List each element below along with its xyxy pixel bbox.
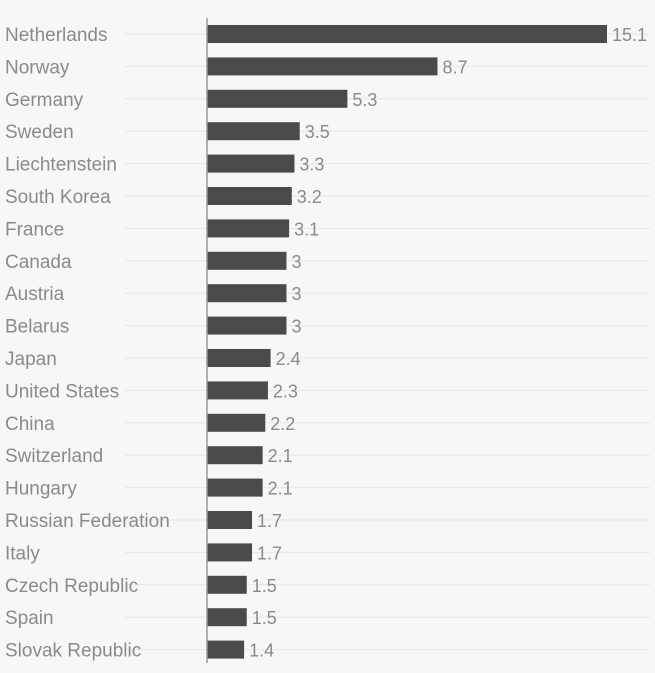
category-label: Italy — [5, 543, 40, 564]
bar — [207, 122, 300, 141]
category-labels: Netherlands Norway Germany Sweden Liechtenst… — [5, 25, 170, 662]
value-label: 3.2 — [297, 187, 322, 207]
bar — [207, 511, 253, 529]
value-label: 1.5 — [252, 576, 277, 596]
category-label: Spain — [5, 608, 54, 629]
value-label: 2.2 — [270, 414, 295, 434]
value-label: 1.7 — [257, 543, 282, 563]
category-label: South Korea — [5, 187, 111, 208]
bar — [207, 413, 266, 432]
bar — [207, 219, 290, 238]
value-label: 1.4 — [249, 641, 274, 661]
value-label: 2.1 — [268, 446, 293, 466]
value-label: 1.5 — [252, 608, 277, 628]
bar — [207, 608, 247, 627]
bar — [207, 349, 271, 367]
bar — [207, 89, 348, 108]
value-label: 3.5 — [305, 122, 330, 142]
category-label: China — [5, 414, 55, 435]
value-label: 3 — [291, 252, 301, 272]
bar — [207, 640, 245, 659]
bar — [207, 154, 295, 173]
value-label: 2.4 — [276, 349, 301, 369]
bar — [207, 284, 287, 303]
category-label: Austria — [5, 284, 65, 305]
bar — [207, 381, 268, 400]
bar — [207, 316, 287, 335]
category-label: Russian Federation — [5, 511, 170, 532]
value-label: 3.1 — [294, 219, 319, 239]
value-label: 2.1 — [268, 479, 293, 499]
category-label: United States — [5, 381, 119, 402]
bar — [207, 187, 292, 205]
category-label: Czech Republic — [5, 576, 138, 597]
category-label: Sweden — [5, 122, 74, 143]
value-labels: 15.1 8.7 5.3 3.5 3.3 3.2 3.1 3 3 3 2.4 2.3 2.2 2.1 2.1… — [249, 25, 647, 661]
category-label: Switzerland — [5, 446, 103, 467]
gridlines — [125, 33, 650, 651]
value-label: 15.1 — [612, 25, 647, 45]
value-label: 3 — [291, 284, 301, 304]
bar — [207, 543, 253, 562]
category-label: Slovak Republic — [5, 641, 141, 662]
value-label: 2.3 — [273, 381, 298, 401]
bar — [207, 57, 438, 76]
bars — [207, 25, 607, 659]
category-label: Hungary — [5, 479, 77, 500]
category-label: Japan — [5, 349, 57, 370]
value-label: 8.7 — [442, 57, 467, 77]
bar — [207, 446, 263, 465]
category-label: Netherlands — [5, 25, 107, 46]
category-label: Belarus — [5, 317, 69, 338]
bar — [207, 251, 287, 270]
category-label: Norway — [5, 57, 70, 78]
value-label: 3.3 — [299, 155, 324, 175]
category-label: Liechtenstein — [5, 155, 117, 176]
value-label: 5.3 — [352, 90, 377, 110]
value-label: 1.7 — [257, 511, 282, 531]
bar — [207, 25, 607, 43]
category-label: France — [5, 219, 64, 240]
bar — [207, 478, 263, 497]
bar — [207, 575, 247, 594]
category-label: Germany — [5, 90, 84, 111]
value-label: 3 — [291, 317, 301, 337]
category-label: Canada — [5, 252, 72, 273]
